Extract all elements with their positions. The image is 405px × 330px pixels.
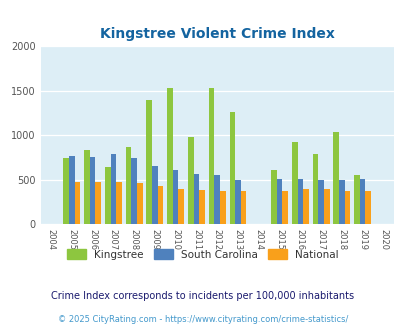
Bar — [199, 190, 205, 224]
Bar — [240, 191, 246, 224]
Bar — [312, 154, 318, 224]
Bar — [271, 171, 276, 224]
Bar — [276, 180, 281, 224]
Bar — [131, 158, 136, 224]
Bar — [178, 189, 183, 224]
Bar — [110, 154, 116, 224]
Bar — [214, 175, 220, 224]
Bar — [173, 170, 178, 224]
Bar — [95, 182, 101, 224]
Bar — [188, 137, 193, 224]
Bar — [338, 180, 344, 224]
Bar — [333, 132, 338, 224]
Bar — [136, 183, 142, 224]
Bar — [167, 88, 173, 224]
Bar — [281, 191, 287, 224]
Bar — [152, 166, 157, 224]
Bar — [193, 174, 199, 224]
Bar — [63, 157, 69, 224]
Bar — [359, 179, 364, 224]
Bar — [69, 156, 75, 224]
Bar — [104, 167, 110, 224]
Text: © 2025 CityRating.com - https://www.cityrating.com/crime-statistics/: © 2025 CityRating.com - https://www.city… — [58, 315, 347, 324]
Bar — [354, 175, 359, 224]
Bar — [116, 182, 121, 224]
Bar — [234, 180, 240, 224]
Bar — [220, 190, 225, 224]
Bar — [75, 182, 80, 224]
Bar — [84, 150, 90, 224]
Bar — [146, 100, 152, 224]
Text: Crime Index corresponds to incidents per 100,000 inhabitants: Crime Index corresponds to incidents per… — [51, 291, 354, 301]
Legend: Kingstree, South Carolina, National: Kingstree, South Carolina, National — [63, 245, 342, 264]
Bar — [90, 157, 95, 224]
Bar — [126, 147, 131, 224]
Bar — [344, 191, 350, 224]
Bar — [291, 143, 297, 224]
Bar — [323, 189, 329, 224]
Bar — [364, 191, 370, 224]
Bar — [208, 88, 214, 224]
Bar — [229, 112, 234, 224]
Bar — [157, 186, 163, 224]
Bar — [303, 189, 308, 224]
Bar — [318, 180, 323, 224]
Title: Kingstree Violent Crime Index: Kingstree Violent Crime Index — [100, 27, 334, 41]
Bar — [297, 180, 303, 224]
